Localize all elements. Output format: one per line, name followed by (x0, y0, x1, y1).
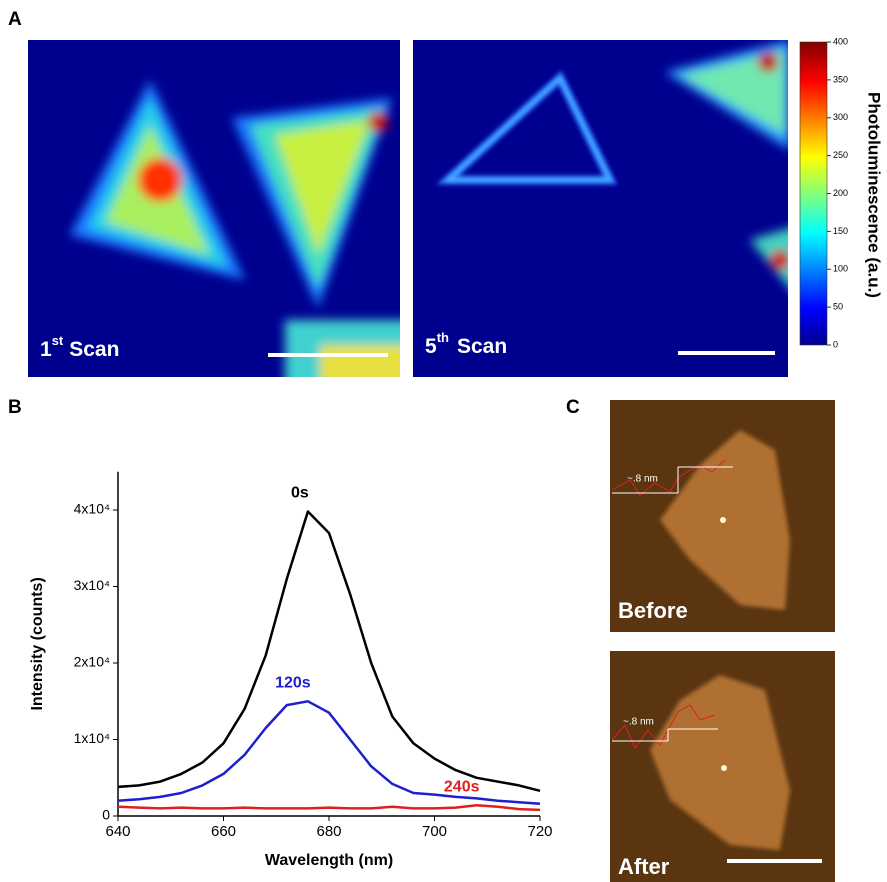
colorbar-tick-label: 300 (833, 112, 848, 122)
line (117, 510, 541, 793)
colorbar-tick-label: 150 (833, 226, 848, 236)
colorbar-tick-label: 250 (833, 150, 848, 160)
series-label: 0s (291, 485, 309, 502)
y-tick-label: 3x10⁴ (74, 577, 110, 593)
scan-suffix: th (437, 330, 449, 345)
y-axis-label: Intensity (counts) (29, 577, 46, 710)
afm-image: ~.8 nm Before (610, 400, 835, 632)
afm-image: ~.8 nm After (610, 651, 835, 882)
scan-number: 1 (40, 338, 52, 361)
y-tick-label: 0 (102, 807, 110, 823)
colorbar-tick-label: 0 (833, 339, 838, 349)
scan-word: Scan (457, 335, 507, 358)
x-tick-label: 700 (422, 823, 447, 840)
colorbar (799, 41, 828, 346)
scan-suffix: st (52, 333, 64, 348)
colorbar-tick-label: 100 (833, 264, 848, 274)
y-tick-label: 2x10⁴ (74, 654, 110, 670)
x-tick-label: 640 (105, 823, 130, 840)
line (117, 700, 541, 806)
line-chart: 640 660 680 700 720 0 1x10⁴ 2x10⁴ 3x10⁴ 4x10⁴ Wave… (29, 471, 553, 869)
series-label: 240s (444, 779, 480, 796)
y-tick-label: 4x10⁴ (74, 501, 110, 517)
x-tick-label: 680 (316, 823, 341, 840)
scan-number: 5 (425, 335, 437, 358)
scan-label: 5th Scan (425, 330, 507, 357)
series-label: 120s (275, 674, 311, 691)
panel-label: B (8, 397, 22, 418)
panel-label: C (566, 397, 580, 418)
panel-label: A (8, 9, 22, 30)
colorbar-tick-label: 350 (833, 74, 848, 84)
colorbar-label: Photoluminescence (a.u.) (865, 92, 884, 298)
line (117, 804, 541, 812)
step-label: ~.8 nm (627, 474, 658, 485)
x-tick-label: 660 (211, 823, 236, 840)
colorbar-tick-label: 50 (833, 302, 843, 312)
colorbar-tick-label: 400 (833, 36, 848, 46)
y-tick-label: 1x10⁴ (74, 730, 110, 746)
step-label: ~.8 nm (623, 717, 654, 728)
heatmap (413, 40, 788, 377)
scan-word: Scan (69, 338, 119, 361)
x-axis-label: Wavelength (nm) (265, 852, 393, 869)
colorbar-tick-label: 200 (833, 188, 848, 198)
afm-label: After (618, 854, 670, 879)
scan-label: 1st Scan (40, 333, 119, 360)
afm-label: Before (618, 598, 688, 623)
colorbar-ticks: 0 50 100 150 200 250 300 350 400 (827, 36, 848, 349)
heatmap (28, 40, 400, 377)
x-tick-label: 720 (527, 823, 552, 840)
